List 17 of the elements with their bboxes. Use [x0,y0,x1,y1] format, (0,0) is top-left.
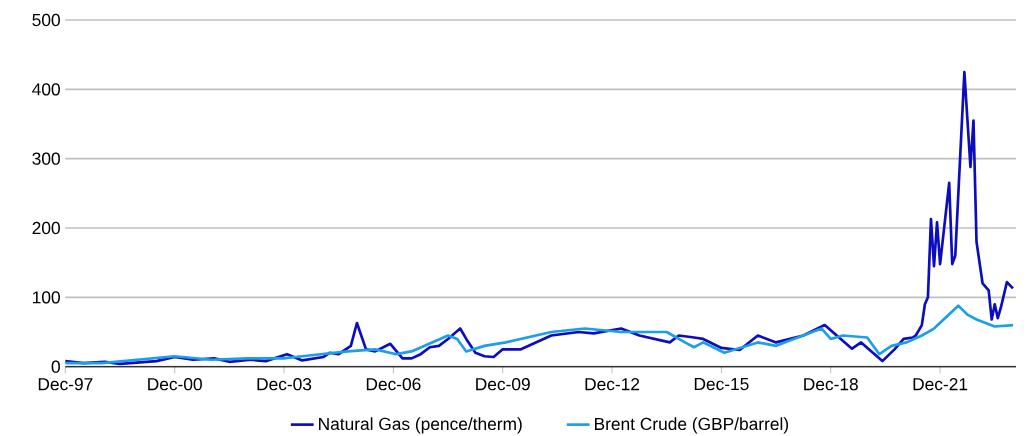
x-tick-label: Dec-12 [585,378,640,391]
legend-label: Brent Crude (GBP/barrel) [595,417,789,434]
y-tick-label: 400 [32,83,60,96]
x-tick-label: Dec-97 [38,378,93,391]
y-tick-label: 300 [32,152,60,165]
x-tick-label: Dec-18 [804,378,858,391]
y-tick-label: 500 [32,13,60,27]
y-tick-label: 200 [32,221,60,235]
legend-label: Natural Gas (pence/therm) [319,417,522,434]
y-tick-label: 100 [33,291,60,304]
x-tick-label: Dec-21 [913,378,968,391]
x-tick-label: Dec-09 [476,378,530,391]
x-tick-label: Dec-06 [366,378,421,391]
x-tick-label: Dec-03 [257,378,312,391]
x-tick-label: Dec-00 [148,378,202,391]
x-tick-label: Dec-15 [694,378,749,391]
y-tick-label: 0 [51,360,60,373]
